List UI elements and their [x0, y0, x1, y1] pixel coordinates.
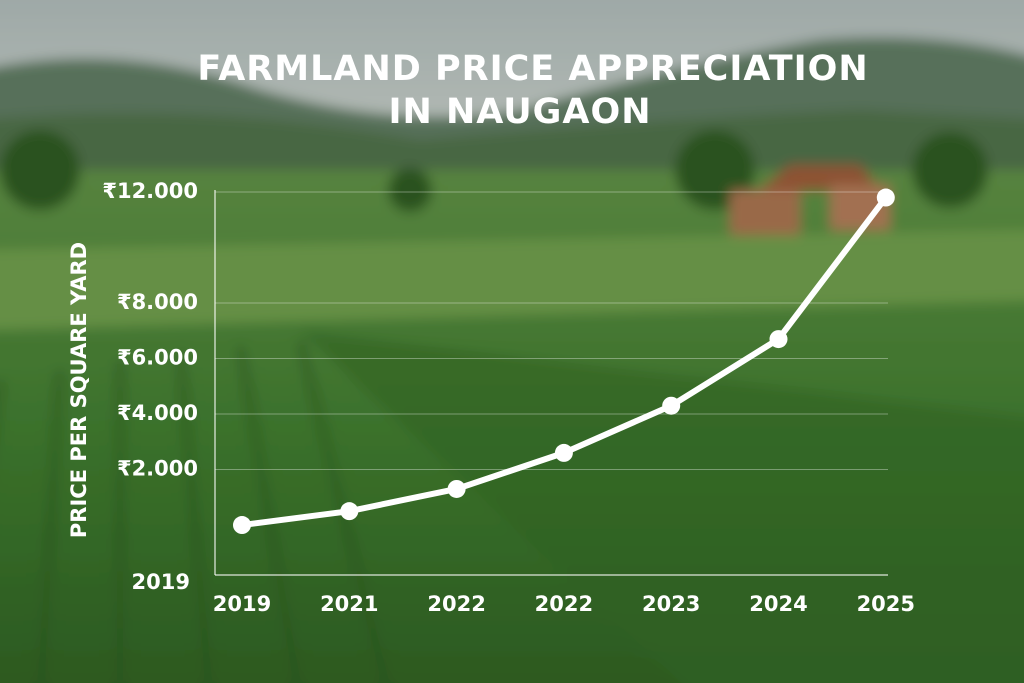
x-tick-label: 2019 [213, 592, 271, 616]
data-point [233, 516, 251, 535]
y-tick-label: ₹6.000 [117, 346, 198, 370]
x-tick-label: 2022 [535, 592, 593, 616]
y-tick-label: ₹12.000 [102, 179, 198, 203]
x-tick-label: 2023 [642, 592, 700, 616]
data-point [876, 188, 895, 207]
data-point [554, 443, 573, 462]
x-tick-label: 2021 [320, 592, 378, 616]
data-point [447, 479, 466, 498]
y-tick-label: ₹4.000 [117, 401, 198, 425]
y-tick-label: ₹2.000 [117, 457, 198, 481]
y-axis-title: PRICE PER SQUARE YARD [67, 242, 91, 538]
chart-title: FARMLAND PRICE APPRECIATION [197, 49, 868, 89]
x-tick-label: 2025 [857, 592, 915, 616]
y-tick-label: ₹8.000 [117, 290, 198, 314]
x-tick-label: 2022 [427, 592, 485, 616]
y-axis-bottom-label: 2019 [132, 570, 190, 594]
data-point [662, 396, 681, 415]
data-point [340, 502, 359, 521]
data-point [769, 330, 788, 349]
chart-title: IN NAUGAON [388, 92, 651, 132]
x-tick-label: 2024 [749, 592, 807, 616]
